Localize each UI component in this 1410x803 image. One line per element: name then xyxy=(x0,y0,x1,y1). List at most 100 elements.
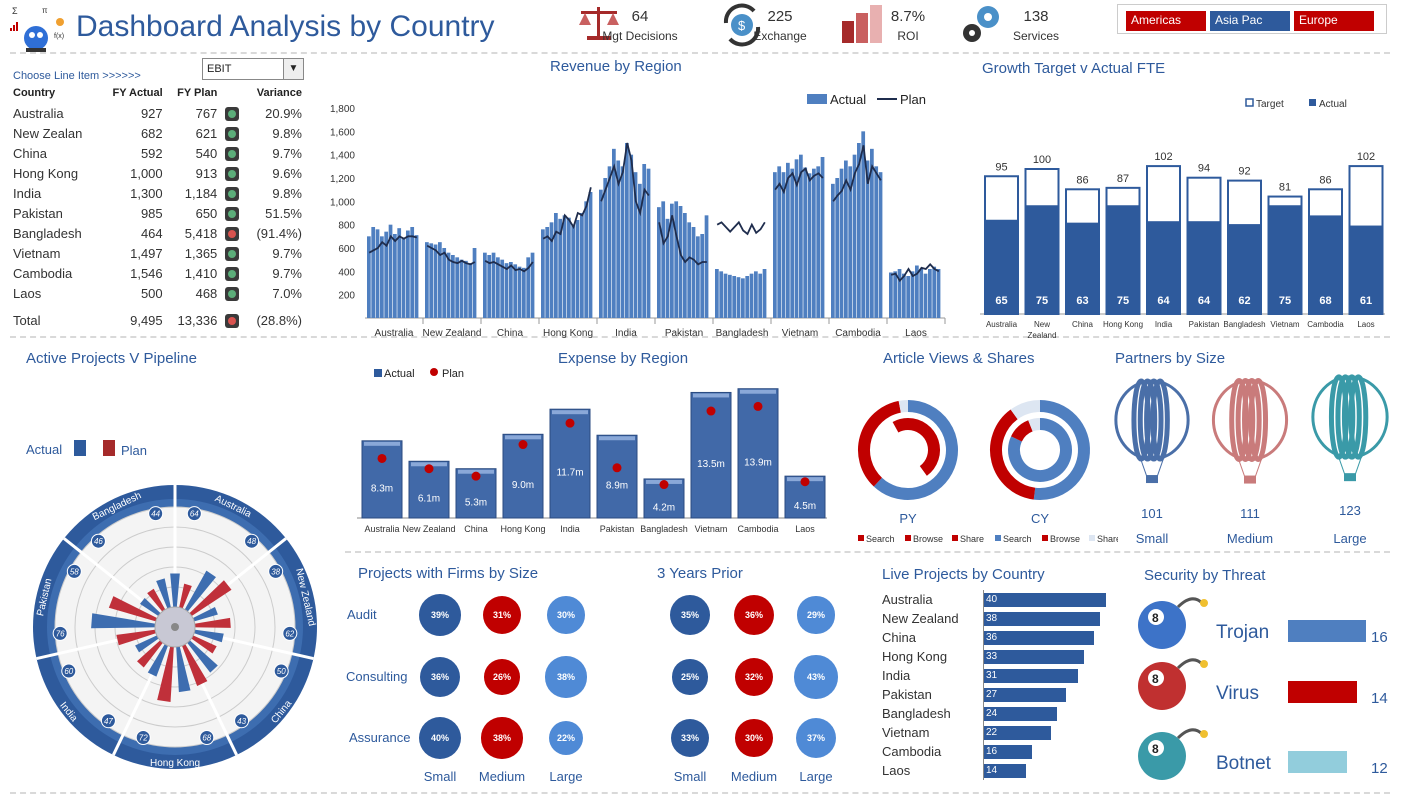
variance-cell: 9.7% xyxy=(272,245,302,261)
bomb-icon: 8 xyxy=(1138,658,1208,710)
security-title: Security by Threat xyxy=(1144,567,1266,584)
revenue-actual-bar xyxy=(616,160,621,318)
x-tick-label: Vietnam xyxy=(782,328,819,339)
revenue-actual-bar xyxy=(530,252,535,318)
revenue-actual-bar xyxy=(661,201,666,318)
fte-actual-label: 65 xyxy=(995,295,1007,307)
radar-value-label: 64 xyxy=(190,510,199,519)
variance-cell: 9.8% xyxy=(272,125,302,141)
legend-swatch xyxy=(858,535,864,541)
revenue-actual-bar xyxy=(513,264,518,318)
revenue-actual-bar xyxy=(401,237,406,318)
table-header: FY Actual xyxy=(112,87,163,99)
region-button-europe[interactable]: Europe xyxy=(1294,11,1374,31)
revenue-actual-bar xyxy=(429,243,434,318)
table-cell: 650 xyxy=(195,205,218,221)
expense-data-label: 8.3m xyxy=(371,483,393,494)
table-cell: 9,495 xyxy=(130,312,163,328)
revenue-actual-bar xyxy=(558,218,563,318)
y-tick-label: 1,400 xyxy=(330,151,355,162)
radar-category-label: Hong Kong xyxy=(150,758,200,769)
revenue-actual-bar xyxy=(902,273,906,318)
x-tick-label: Bangladesh xyxy=(1223,320,1265,329)
revenue-actual-bar xyxy=(629,154,634,318)
revenue-actual-bar xyxy=(728,274,732,318)
x-tick-label: Cambodia xyxy=(737,524,778,534)
revenue-actual-bar xyxy=(674,201,679,318)
x-tick-label: Pakistan xyxy=(665,328,703,339)
revenue-plan-line xyxy=(600,142,650,217)
x-tick-label: Pakistan xyxy=(600,524,635,534)
revenue-actual-bar xyxy=(371,227,376,318)
prior-bubble: 32% xyxy=(734,657,774,697)
revenue-chart: 200 400 600 800 1,000 1,200 1,400 1,600 1,800 Act… xyxy=(330,92,946,339)
live-project-bar: 36 xyxy=(983,631,1094,645)
revenue-actual-bar xyxy=(446,252,451,318)
revenue-actual-bar xyxy=(612,148,616,318)
table-cell: 767 xyxy=(195,105,218,121)
scales-icon xyxy=(579,7,619,40)
revenue-actual-bar xyxy=(638,183,642,318)
chevron-down-icon[interactable]: ▼ xyxy=(283,59,303,79)
revenue-actual-bar xyxy=(509,262,513,318)
prior-bubble: 43% xyxy=(794,655,838,699)
revenue-actual-bar xyxy=(719,271,724,318)
revenue-actual-bar xyxy=(414,235,419,318)
table-row: Vietnam 1,497 1,365 9.7% xyxy=(10,243,305,263)
fte-title: Growth Target v Actual FTE xyxy=(982,60,1166,77)
fte-actual-bar xyxy=(1106,205,1140,314)
table-row: Australia 927 767 20.9% xyxy=(10,103,305,123)
table-cell: China xyxy=(13,145,47,161)
y-tick-label: 200 xyxy=(338,291,355,302)
revenue-actual-bar xyxy=(375,229,380,318)
table-cell: Pakistan xyxy=(13,205,63,221)
revenue-actual-bar xyxy=(500,259,505,318)
donut-inner-segment xyxy=(907,418,940,476)
fte-actual-label: 63 xyxy=(1076,295,1088,307)
radar-value-label: 38 xyxy=(271,567,280,576)
revenue-actual-bar xyxy=(777,166,782,318)
prior-bubble: 29% xyxy=(797,596,835,634)
revenue-actual-bar xyxy=(870,148,874,318)
legend-actual-swatch xyxy=(807,94,827,104)
fte-actual-label: 62 xyxy=(1238,295,1250,307)
donut-outer-segment xyxy=(873,400,958,500)
line-item-dropdown[interactable]: EBIT ▼ xyxy=(202,58,304,80)
expense-chart: Actual Plan 8.3m Australia 6.1m New Zealand 5.… xyxy=(357,368,827,534)
revenue-actual-bar xyxy=(758,273,763,318)
region-button-americas[interactable]: Americas xyxy=(1126,11,1206,31)
variance-cell: (91.4%) xyxy=(256,225,302,241)
revenue-actual-bar xyxy=(790,168,795,318)
revenue-actual-bar xyxy=(433,244,438,318)
legend-actual: Actual xyxy=(384,368,415,380)
fte-actual-label: 61 xyxy=(1360,295,1372,307)
revenue-actual-bar xyxy=(786,162,790,318)
donut-inner-segment xyxy=(876,421,927,482)
revenue-actual-bar xyxy=(451,255,455,318)
radar-legend-plan: Plan xyxy=(121,443,148,458)
region-button-asia-pac[interactable]: Asia Pac xyxy=(1210,11,1290,31)
table-cell: Hong Kong xyxy=(13,165,79,181)
revenue-actual-bar xyxy=(910,271,915,318)
column-label: Small xyxy=(673,769,707,784)
live-project-country: Pakistan xyxy=(882,687,932,702)
balloon-icon xyxy=(1114,378,1190,484)
revenue-actual-bar xyxy=(388,224,393,318)
x-tick-label: Cambodia xyxy=(835,328,881,339)
donut-inner-segment xyxy=(1028,418,1041,432)
radar-value-label: 68 xyxy=(202,734,211,743)
table-row: Bangladesh 464 5,418 (91.4%) xyxy=(10,223,305,243)
revenue-actual-bar xyxy=(588,192,593,318)
status-lamp xyxy=(220,203,244,223)
partner-size-label: Medium xyxy=(1227,531,1273,546)
donut-inner-segment xyxy=(1011,420,1034,442)
revenue-actual-bar xyxy=(517,266,522,318)
x-tick-label: Cambodia xyxy=(1307,320,1344,329)
table-cell: 592 xyxy=(140,145,163,161)
expense-plan-marker xyxy=(800,477,810,487)
years-prior-title: 3 Years Prior xyxy=(657,565,743,582)
table-cell: 1,000 xyxy=(130,165,163,181)
x-tick-label: China xyxy=(464,524,488,534)
revenue-actual-bar xyxy=(607,166,612,318)
